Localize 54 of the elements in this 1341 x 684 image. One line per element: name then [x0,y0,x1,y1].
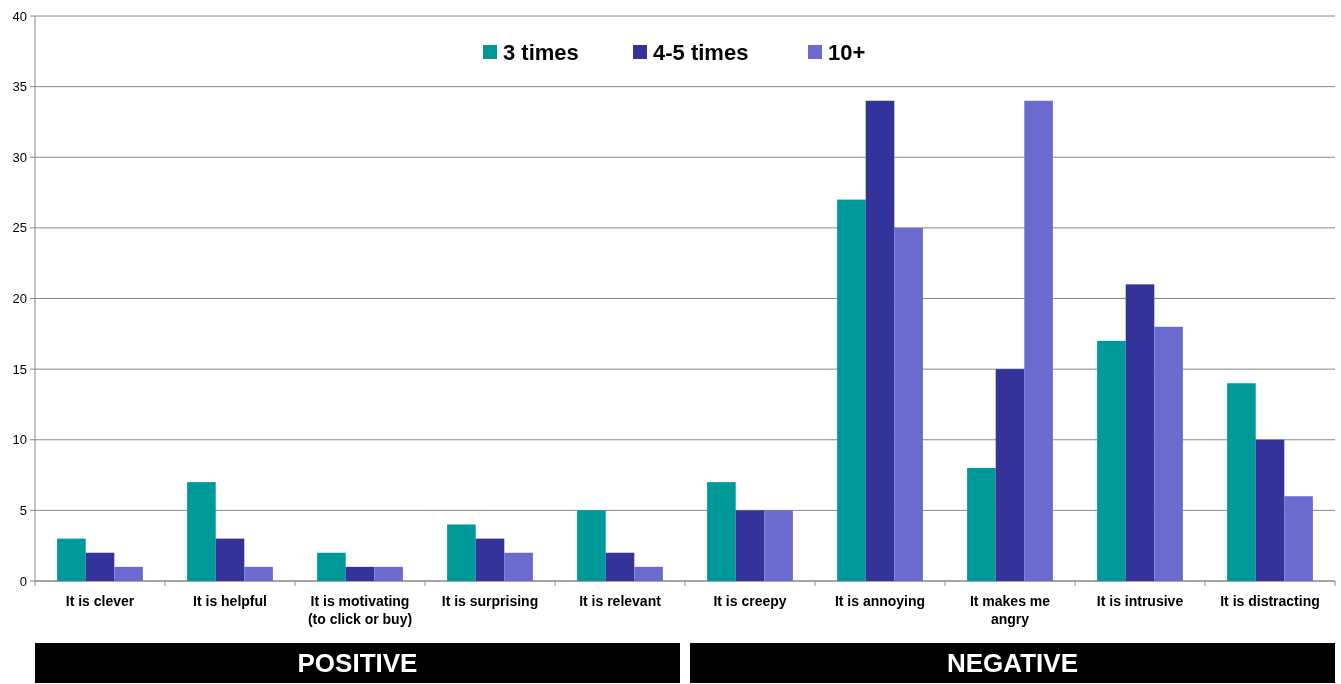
x-tick-label: It is intrusive [1096,593,1184,609]
y-tick-label: 30 [12,149,27,165]
legend-label: 4-5 times [653,39,749,65]
y-tick-label: 35 [12,79,27,95]
y-tick-label: 40 [12,8,27,24]
bar [1154,326,1183,581]
bar [634,566,663,581]
text: POSITIVE [297,648,418,679]
x-tick-label: It is distracting [1220,593,1320,609]
x-tick-label: It is relevant [579,593,662,609]
bar [1227,383,1256,581]
y-tick-label: 20 [12,291,27,307]
bar [967,468,996,581]
bar [215,538,245,581]
bar [1097,340,1126,581]
bar [85,552,115,581]
y-tick-label: 0 [19,573,27,589]
bar [764,510,793,581]
x-tick-label: It is annoying [834,593,926,609]
x-tick-label: It is helpful [193,593,267,609]
bar [57,538,86,581]
bar [707,482,736,581]
bar [1255,439,1285,581]
bar [837,199,866,581]
x-tick-label: It is clever [65,593,135,609]
bar [995,369,1025,581]
bar [735,510,765,581]
x-tick-label: It is creepy [713,593,787,609]
x-tick-label: It is surprising [441,593,539,609]
y-tick-label: 15 [12,361,27,377]
bar [1024,100,1053,581]
text: NEGATIVE [947,648,1078,679]
bar [447,524,476,581]
bar [317,552,346,581]
bar [1284,496,1313,581]
x-tick-label: It makes me angry [969,593,1051,627]
y-tick-label: 5 [19,502,27,518]
bar [865,100,895,581]
bar [345,566,375,581]
bar [504,552,533,581]
x-tick-label: It is motivating (to click or buy) [307,593,413,627]
bar [114,566,143,581]
legend-label: 10+ [828,39,866,65]
bar [187,482,216,581]
bar [1125,284,1155,581]
bar [577,510,606,581]
bar [605,552,635,581]
y-tick-label: 25 [12,220,27,236]
y-tick-label: 10 [12,432,27,448]
bar [374,566,403,581]
bar [244,566,273,581]
legend-label: 3 times [503,39,579,65]
bar [475,538,505,581]
bar [894,227,923,581]
